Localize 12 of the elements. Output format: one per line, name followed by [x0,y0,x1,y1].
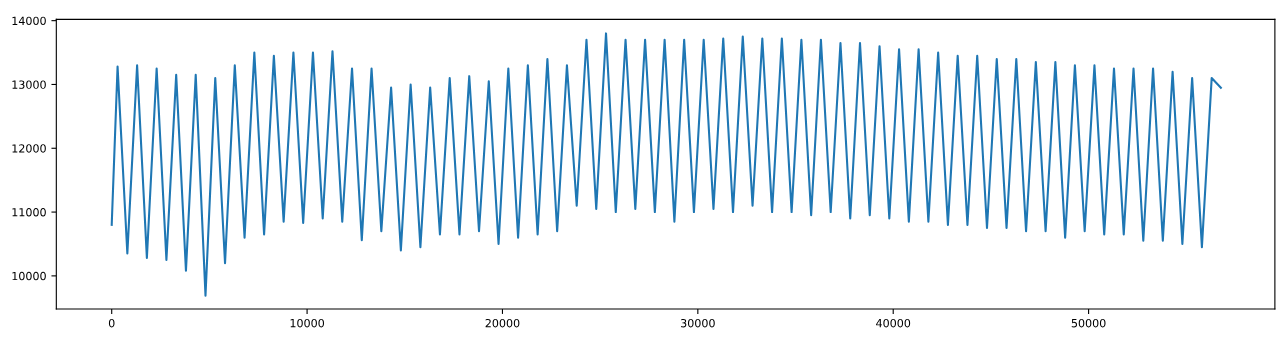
x-tick-label: 40000 [876,318,911,328]
x-tick-label: 0 [108,318,115,328]
line-series [110,32,1222,297]
x-tick-label: 20000 [485,318,520,328]
y-tick-label: 13000 [12,80,46,89]
y-tick-label: 11000 [12,208,46,217]
y-tick-label: 14000 [12,16,46,26]
y-tick-label: 12000 [12,144,46,153]
x-tick-label: 50000 [1071,318,1106,328]
y-tick-label: 10000 [12,271,46,281]
x-tick-label: 30000 [681,318,715,328]
x-tick-label: 10000 [290,318,325,328]
